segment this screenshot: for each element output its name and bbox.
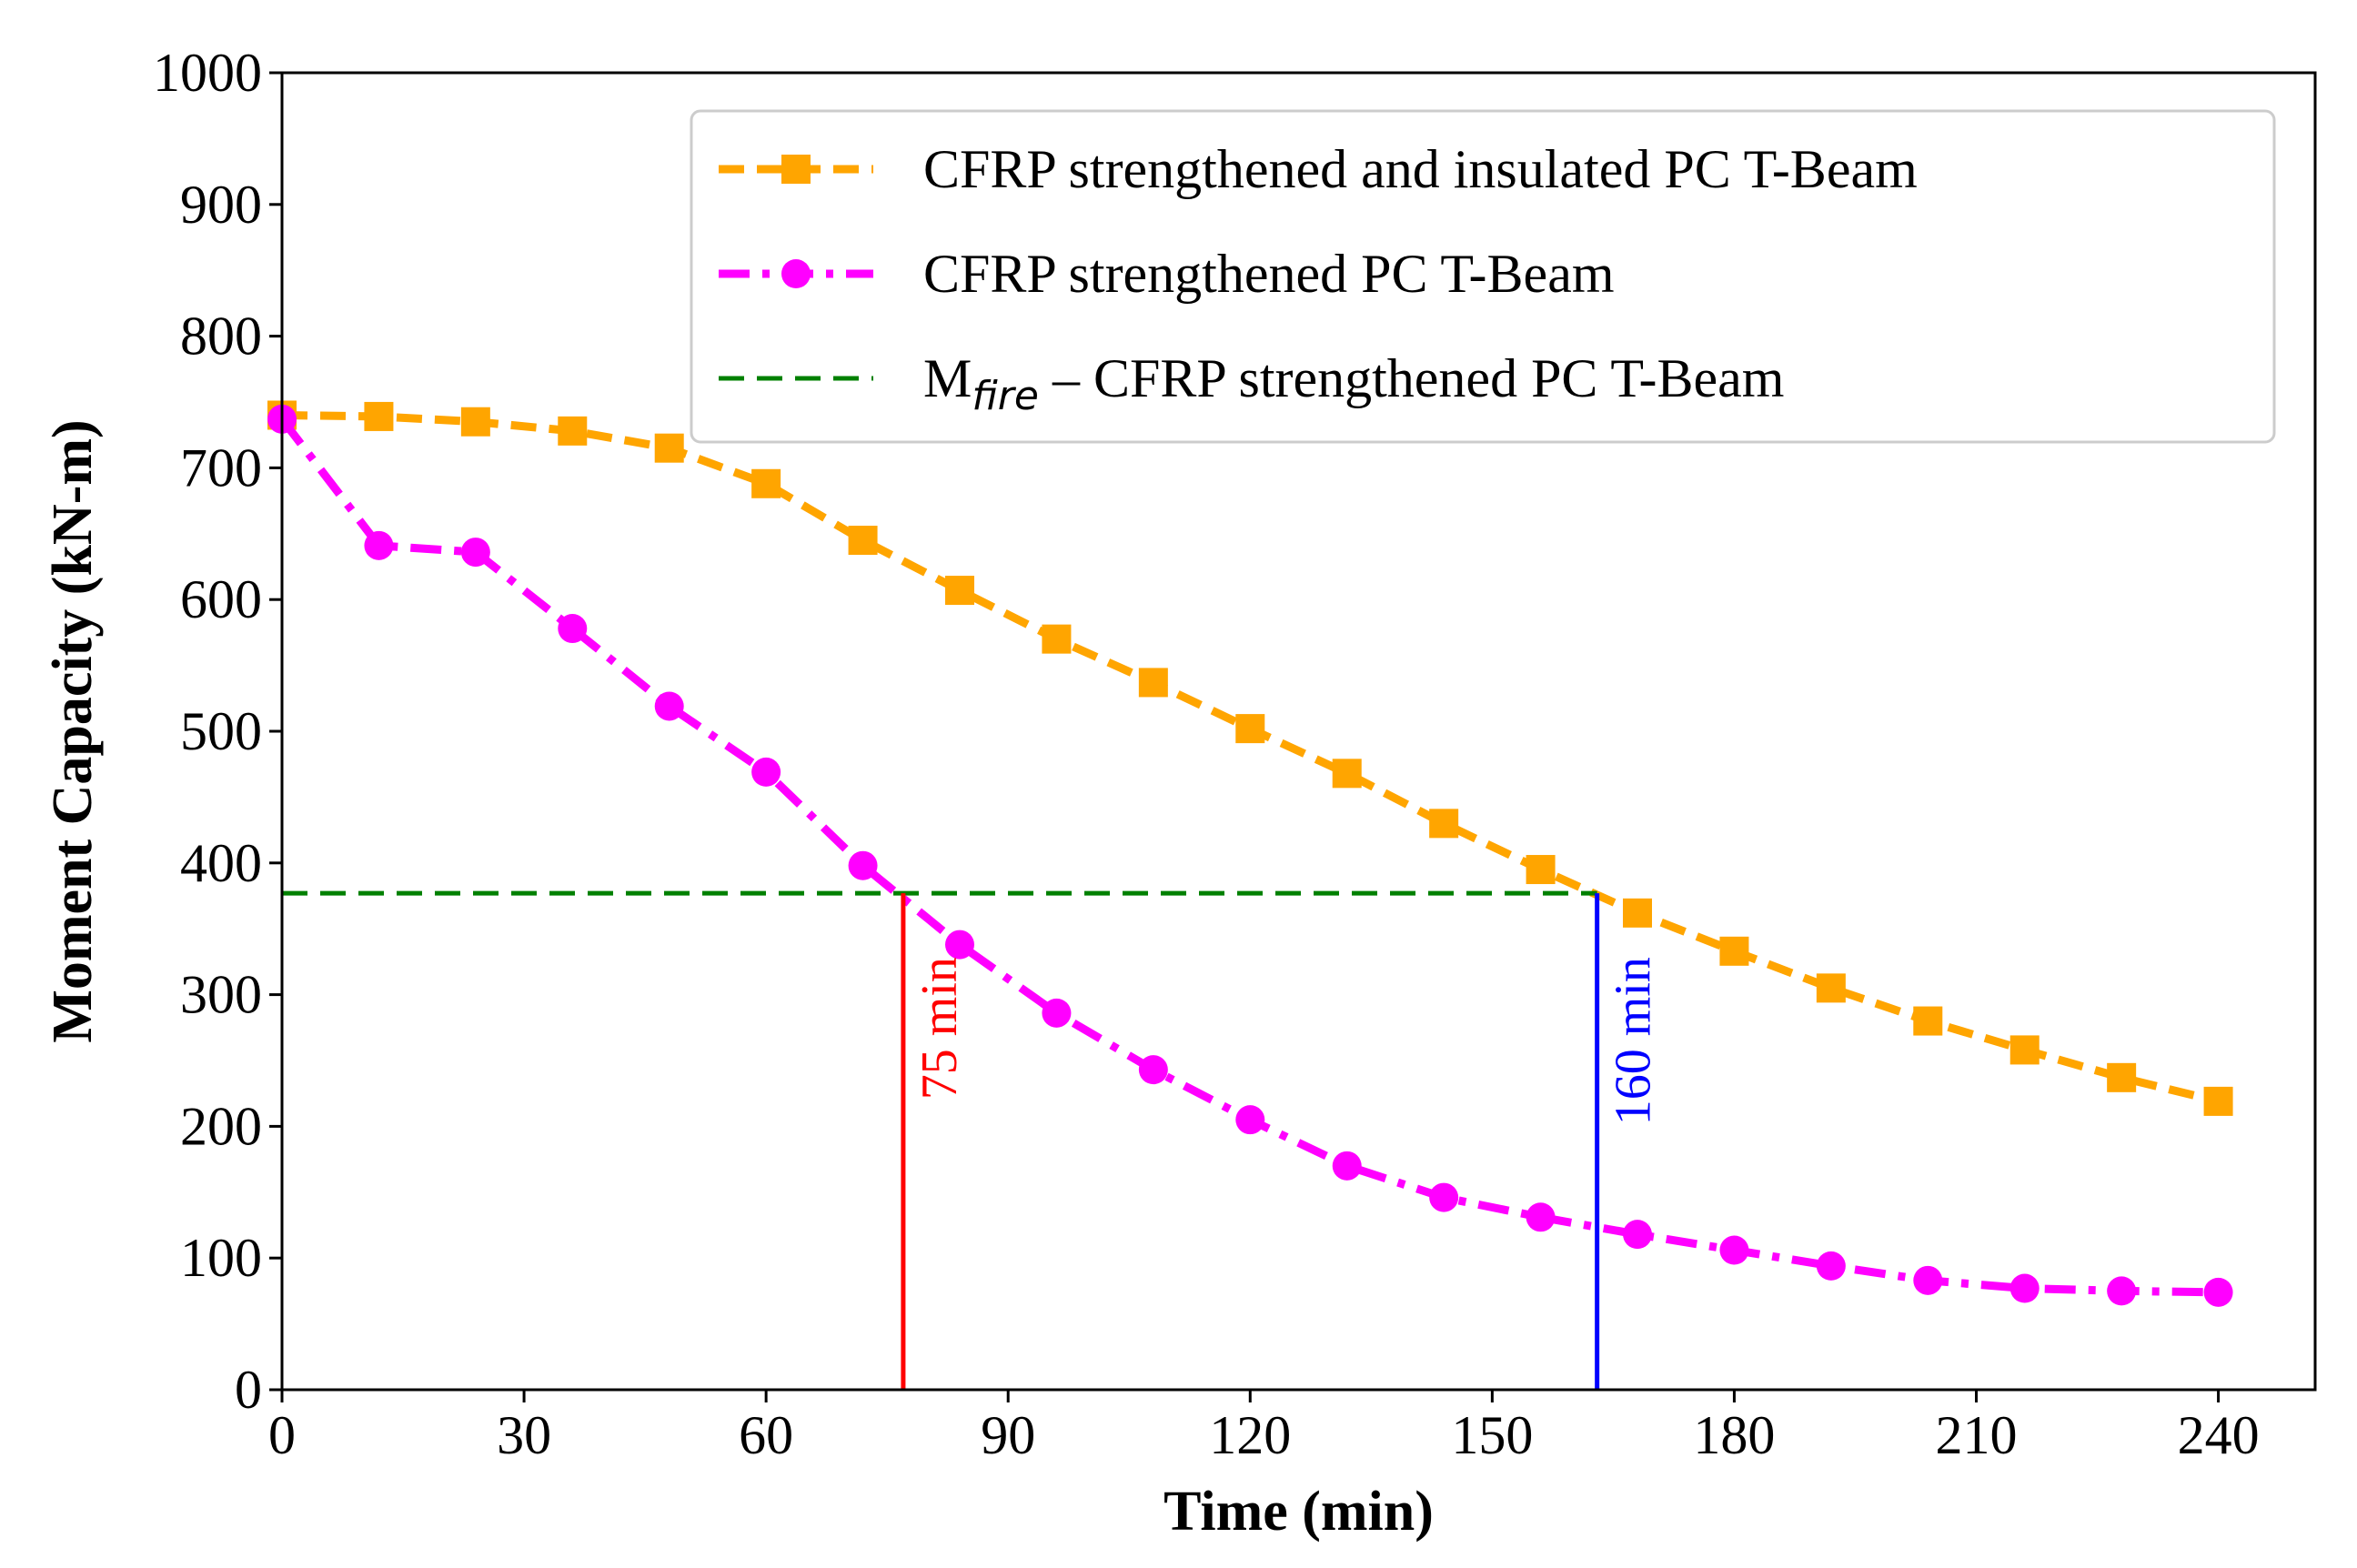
x-tick-label: 30 bbox=[497, 1405, 551, 1465]
y-tick-label: 400 bbox=[180, 833, 262, 893]
data-point bbox=[364, 530, 394, 560]
data-point bbox=[1429, 809, 1459, 839]
x-tick-label: 90 bbox=[981, 1405, 1035, 1465]
legend-entry-0: CFRP strengthened and insulated PC T-Bea… bbox=[719, 139, 1918, 199]
data-point bbox=[558, 614, 588, 644]
legend-marker bbox=[781, 155, 811, 184]
data-point bbox=[945, 930, 974, 960]
x-tick-label: 120 bbox=[1209, 1405, 1291, 1465]
data-point bbox=[1816, 973, 1846, 1003]
legend-marker bbox=[781, 259, 811, 288]
legend-entry-2: Mfire – CFRP strengthened PC T-Beam bbox=[719, 348, 1784, 419]
data-point bbox=[654, 691, 684, 721]
y-tick-label: 700 bbox=[180, 437, 262, 498]
legend-label-subscript: fire bbox=[972, 373, 1039, 419]
annotations: 75 min 160 min bbox=[901, 893, 1662, 1390]
data-point bbox=[1138, 1055, 1168, 1085]
data-point bbox=[460, 407, 490, 437]
y-tick-label: 0 bbox=[235, 1360, 262, 1420]
x-tick-label: 180 bbox=[1693, 1405, 1775, 1465]
data-point bbox=[848, 850, 878, 880]
annotation-label: 160 min bbox=[1606, 957, 1662, 1125]
data-point bbox=[2009, 1273, 2040, 1303]
legend-label: Mfire – CFRP strengthened PC T-Beam bbox=[923, 348, 1784, 419]
data-point bbox=[2203, 1086, 2233, 1116]
y-tick-label: 200 bbox=[180, 1096, 262, 1156]
data-point bbox=[1235, 714, 1265, 744]
data-point bbox=[1526, 855, 1556, 885]
data-point bbox=[1332, 1151, 1362, 1181]
data-point bbox=[1913, 1006, 1943, 1036]
legend-label-prefix: M bbox=[923, 348, 972, 408]
annotation-0: 75 min bbox=[901, 893, 968, 1390]
y-tick-label: 900 bbox=[180, 175, 262, 235]
data-point bbox=[2009, 1035, 2040, 1065]
data-point bbox=[2107, 1062, 2137, 1092]
x-axis-ticks: 0 30 60 90 120 150 180 210 240 bbox=[268, 1390, 2260, 1465]
y-axis-title: Moment Capacity (kN-m) bbox=[42, 419, 104, 1042]
data-point bbox=[1623, 1220, 1652, 1250]
x-axis-title: Time (min) bbox=[1163, 1481, 1434, 1543]
y-tick-label: 500 bbox=[180, 701, 262, 761]
data-point bbox=[1719, 1235, 1749, 1265]
data-point bbox=[1138, 668, 1168, 698]
legend: CFRP strengthened and insulated PC T-Bea… bbox=[690, 109, 2276, 444]
data-point bbox=[1042, 624, 1072, 654]
x-tick-label: 150 bbox=[1451, 1405, 1533, 1465]
x-tick-label: 0 bbox=[268, 1405, 296, 1465]
x-tick-label: 240 bbox=[2178, 1405, 2260, 1465]
data-point bbox=[751, 468, 781, 498]
data-point bbox=[751, 757, 781, 787]
plot-area bbox=[267, 400, 2233, 1307]
data-point bbox=[848, 526, 878, 556]
legend-label: CFRP strengthened PC T-Beam bbox=[923, 244, 1615, 304]
legend-box bbox=[690, 109, 2276, 444]
legend-label: CFRP strengthened and insulated PC T-Bea… bbox=[923, 139, 1918, 199]
y-tick-label: 1000 bbox=[153, 43, 262, 103]
series-0 bbox=[267, 400, 2233, 1116]
data-point bbox=[558, 416, 588, 446]
legend-entry-1: CFRP strengthened PC T-Beam bbox=[719, 244, 1615, 304]
legend-label-suffix: – CFRP strengthened PC T-Beam bbox=[1039, 348, 1785, 408]
annotation-1: 160 min bbox=[1595, 893, 1662, 1390]
data-point bbox=[654, 433, 684, 463]
data-point bbox=[1719, 936, 1749, 966]
data-point bbox=[1816, 1251, 1846, 1281]
data-point bbox=[460, 538, 490, 568]
y-tick-label: 300 bbox=[180, 965, 262, 1025]
data-point bbox=[1913, 1265, 1943, 1295]
data-point bbox=[1623, 898, 1652, 928]
data-point bbox=[1235, 1105, 1265, 1135]
annotation-label: 75 min bbox=[912, 957, 968, 1100]
series-1 bbox=[267, 404, 2233, 1307]
y-axis-ticks: 0 100 200 300 400 500 600 700 800 900 1000 bbox=[153, 43, 282, 1420]
data-point bbox=[2107, 1276, 2137, 1306]
data-point bbox=[2203, 1277, 2233, 1307]
x-tick-label: 210 bbox=[1936, 1405, 2018, 1465]
y-tick-label: 800 bbox=[180, 307, 262, 367]
data-point bbox=[945, 576, 974, 606]
y-tick-label: 600 bbox=[180, 569, 262, 629]
data-point bbox=[1526, 1202, 1556, 1232]
data-point bbox=[1429, 1182, 1459, 1212]
data-point bbox=[1332, 759, 1362, 789]
data-point bbox=[1042, 998, 1072, 1028]
data-point bbox=[364, 401, 394, 431]
y-tick-label: 100 bbox=[180, 1228, 262, 1288]
x-tick-label: 60 bbox=[739, 1405, 793, 1465]
